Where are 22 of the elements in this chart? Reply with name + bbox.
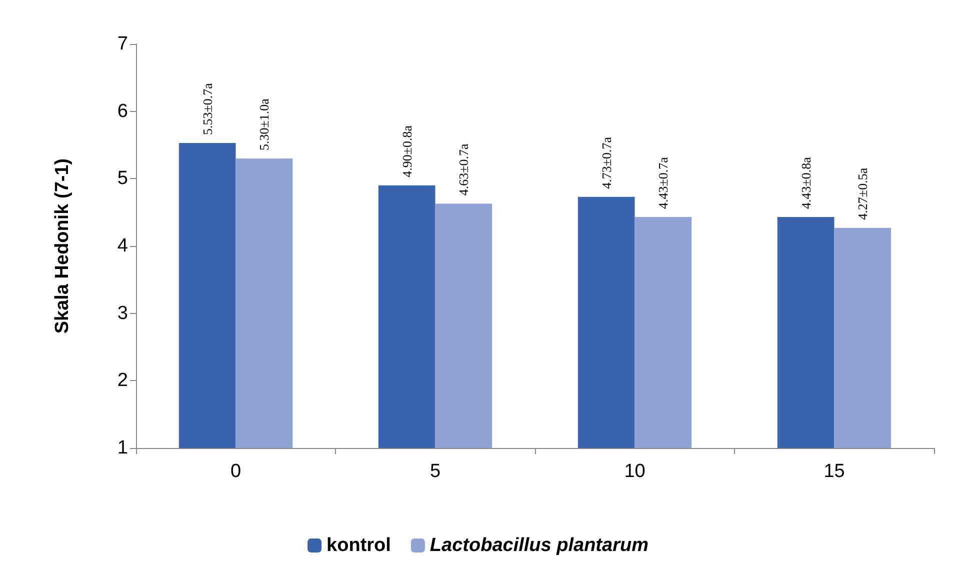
data-label: 5.30±1.0a: [256, 98, 272, 150]
y-tick-label: 5: [117, 168, 128, 190]
y-tick-label: 1: [117, 438, 128, 458]
data-label: 4.43±0.7a: [656, 156, 671, 210]
data-label: 4.63±0.7a: [456, 143, 472, 196]
x-tick-label: 0: [230, 461, 242, 482]
y-tick-label: 7: [117, 34, 128, 54]
data-label: 4.43±0.8a: [798, 156, 814, 210]
legend-label: Lactobacillus plantarum: [430, 535, 649, 556]
data-label: 5.53±0.7a: [200, 82, 215, 135]
legend-label: kontrol: [326, 535, 391, 556]
y-tick-label: 2: [117, 370, 128, 392]
data-label: 4.73±0.7a: [598, 136, 614, 189]
y-tick-label: 3: [117, 302, 128, 324]
y-tick-label: 4: [117, 236, 128, 256]
x-tick-label: 5: [430, 461, 441, 482]
data-label: 4.90±0.8a: [399, 125, 414, 178]
x-tick-label: 10: [624, 461, 646, 482]
y-tick-label: 6: [117, 100, 128, 122]
data-label: 4.27±0.5a: [855, 168, 870, 220]
x-tick-label: 15: [824, 461, 845, 482]
y-axis-title: Skala Hedonik (7-1): [52, 158, 73, 334]
